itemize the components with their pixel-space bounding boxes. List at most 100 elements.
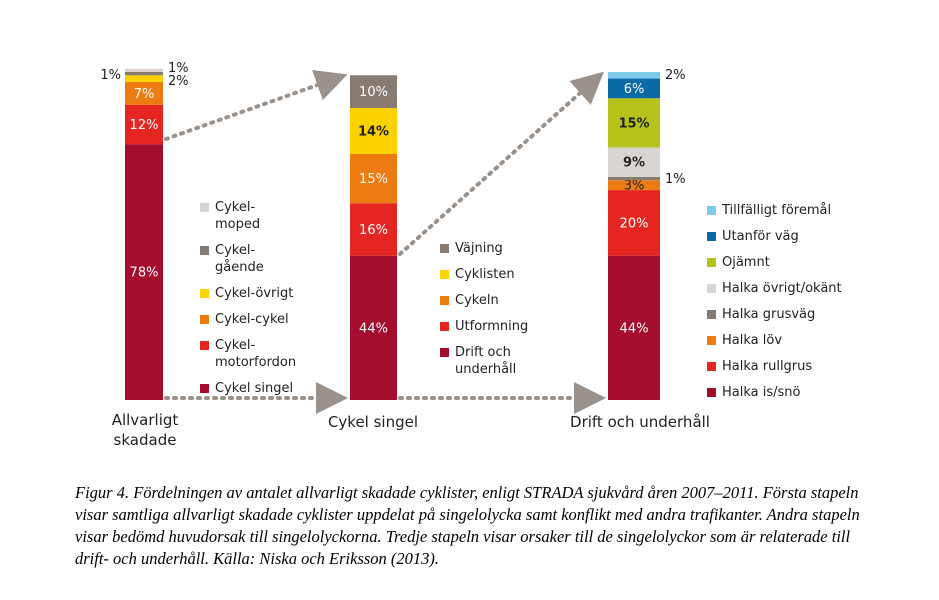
legend-item: Halka övrigt/okänt	[707, 280, 857, 297]
value-label: 2%	[168, 74, 189, 89]
legend-item: Cykel-gående	[200, 242, 300, 276]
caption: Figur 4. Fördelningen av antalet allvarl…	[75, 483, 860, 568]
legend-item: Väjning	[440, 240, 525, 257]
value-label: 16%	[359, 223, 388, 238]
legend-item: Utanför väg	[707, 228, 857, 245]
bar-segment	[608, 180, 660, 191]
bar-segment	[350, 154, 397, 204]
legend-label: Drift och underhåll	[455, 345, 517, 377]
category-label: Allvarligt skadade	[111, 411, 179, 449]
bar-segment	[125, 144, 163, 400]
legend-item: Tillfälligt föremål	[707, 202, 857, 219]
legend-swatch	[440, 244, 449, 253]
legend-swatch	[440, 270, 449, 279]
legend-item: Halka grusväg	[707, 306, 857, 323]
legend-swatch	[707, 284, 716, 293]
legend-item: Halka löv	[707, 332, 857, 349]
connector-arrow	[164, 69, 348, 141]
legend: Väjning Cyklisten Cykeln Utformning Drift oc…	[440, 240, 529, 387]
legend-swatch	[440, 348, 449, 357]
legend-label: Cykel-gående	[215, 243, 264, 275]
bar-segment	[608, 147, 660, 177]
category-label: Drift och underhåll	[570, 413, 710, 431]
legend-label: Cykel-cykel	[215, 312, 289, 327]
legend-label: Halka löv	[722, 333, 783, 348]
legend-label: Utanför väg	[722, 229, 799, 244]
legend-label: Halka rullgrus	[722, 359, 813, 374]
legend-item: Cykeln	[440, 292, 525, 309]
legend-item: Cykel-motorfordon	[200, 337, 300, 371]
legend-item: Halka rullgrus	[707, 358, 857, 375]
legend-label: Cykel-motorfordon	[215, 338, 297, 370]
bar-segment	[125, 75, 163, 82]
value-label: 9%	[623, 156, 645, 171]
legend-label: Cykeln	[455, 293, 499, 308]
legend-label: Halka grusväg	[722, 307, 816, 322]
legend: Cykel-moped Cykel-gående Cykel-övrigt Cykel…	[200, 199, 300, 406]
connectors	[164, 69, 606, 414]
value-label: 2%	[665, 68, 686, 83]
legend-swatch	[200, 246, 209, 255]
value-label: 7%	[134, 87, 155, 102]
value-label: 1%	[168, 61, 189, 76]
legend-item: Halka is/snö	[707, 384, 857, 401]
bar-segment	[608, 190, 660, 256]
value-label: 12%	[130, 118, 159, 133]
legend-swatch	[707, 388, 716, 397]
value-label: 10%	[359, 85, 388, 100]
legend-item: Cykel-moped	[200, 199, 300, 233]
value-label: 20%	[620, 216, 649, 231]
value-label: 3%	[624, 179, 645, 194]
legend-label: Väjning	[455, 241, 503, 256]
legend-item: Cykel singel	[200, 380, 300, 397]
legend-item: Drift och underhåll	[440, 344, 525, 378]
bar-segment	[608, 98, 660, 148]
legend-label: Cyklisten	[455, 267, 515, 282]
legend-item: Cyklisten	[440, 266, 525, 283]
value-label: 1%	[100, 68, 121, 83]
legend-item: Cykel-cykel	[200, 311, 300, 328]
bar-segment	[350, 108, 397, 154]
legend-item: Utformning	[440, 318, 529, 335]
bar-segment	[125, 81, 163, 105]
value-label: 6%	[624, 82, 645, 97]
legend-label: Cykel singel	[215, 381, 294, 396]
legend-swatch	[440, 296, 449, 305]
legend-swatch	[440, 322, 449, 331]
value-label: 14%	[358, 125, 389, 140]
value-label: 44%	[620, 321, 649, 336]
bar-segment	[350, 75, 397, 109]
bar-segment	[125, 68, 163, 72]
legend-swatch	[200, 384, 209, 393]
legend-label: Utformning	[455, 319, 529, 334]
category-label: Cykel singel	[327, 413, 419, 431]
value-label: 1%	[665, 172, 686, 187]
value-label: 44%	[359, 321, 388, 336]
bar-segment	[350, 203, 397, 256]
legend-swatch	[200, 315, 209, 324]
bar-segment	[608, 176, 660, 181]
bar-segment	[608, 78, 660, 99]
legend-swatch	[707, 336, 716, 345]
legend-swatch	[200, 203, 209, 212]
legend-label: Halka övrigt/okänt	[722, 281, 842, 296]
value-label: 15%	[618, 116, 649, 131]
legend-swatch	[200, 289, 209, 298]
value-label: 78%	[130, 266, 159, 281]
legend-swatch	[707, 258, 716, 267]
legend-label: Tillfälligt föremål	[722, 203, 832, 218]
value-label: 15%	[359, 172, 388, 187]
legend-swatch	[707, 310, 716, 319]
legend-swatch	[707, 232, 716, 241]
legend-label: Ojämnt	[722, 255, 770, 270]
legend-label: Cykel-övrigt	[215, 286, 294, 301]
bar-segment	[608, 72, 660, 79]
legend-label: Halka is/snö	[722, 385, 801, 400]
bar-segment	[125, 104, 163, 145]
legend-label: Cykel-moped	[215, 200, 261, 232]
legend-swatch	[200, 341, 209, 350]
bar-segment	[350, 255, 397, 400]
legend-item: Cykel-övrigt	[200, 285, 300, 302]
